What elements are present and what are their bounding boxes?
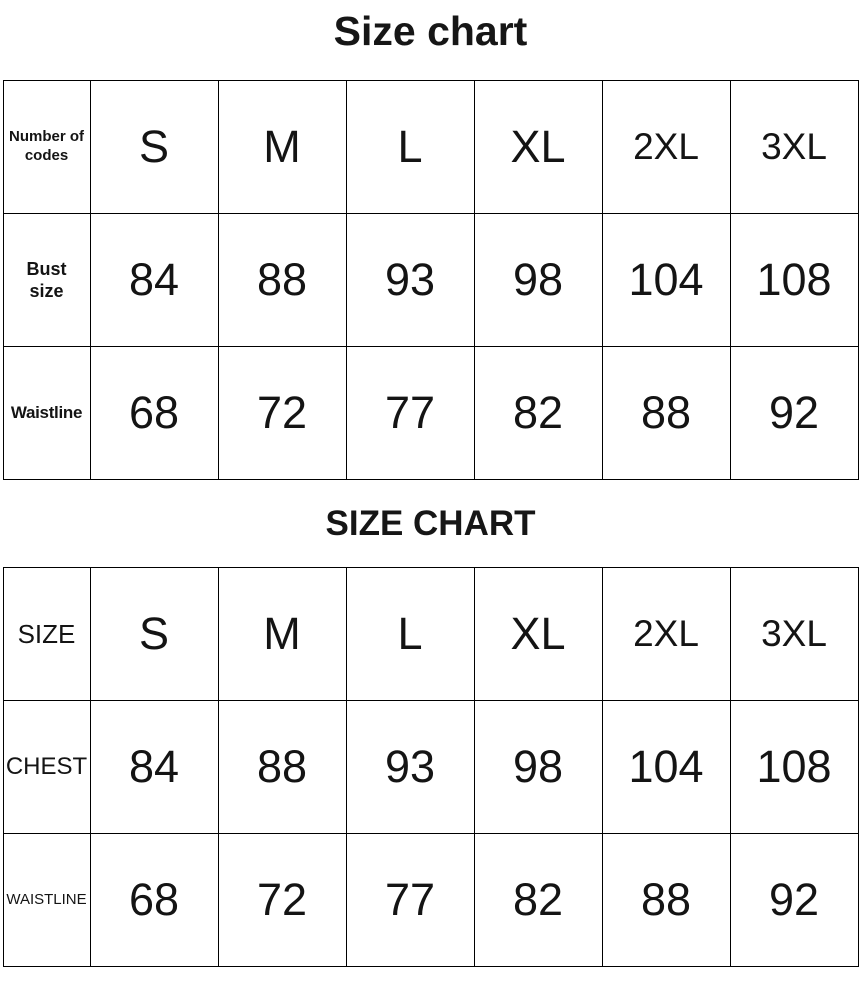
value-cell: 72 [217,346,347,480]
size-header-cell: 3XL [729,80,859,214]
value-cell: 93 [345,213,475,347]
table-row-sizes: SIZE S M L XL 2XL 3XL [2,567,859,701]
size-chart-table-2: SIZE S M L XL 2XL 3XL CHEST 84 88 93 98 … [2,567,859,967]
size-header-cell: 3XL [729,567,859,701]
value-cell: 92 [729,346,859,480]
value-cell: 88 [217,700,347,834]
row-label-cell: SIZE [2,567,91,701]
row-label-cell: Number of codes [2,80,91,214]
value-cell: 82 [473,833,603,967]
table-row-waistline: WAISTLINE 68 72 77 82 88 92 [2,833,859,967]
value-cell: 88 [601,346,731,480]
page-title-size-chart-2: SIZE CHART [325,504,536,543]
value-cell: 84 [89,700,219,834]
value-cell: 88 [601,833,731,967]
size-header-cell: XL [473,567,603,701]
size-chart-table-1: Number of codes S M L XL 2XL 3XL Bust si… [2,80,859,480]
size-header-cell: L [345,80,475,214]
size-header-cell: 2XL [601,80,731,214]
size-header-cell: S [89,80,219,214]
table-row-chest: CHEST 84 88 93 98 104 108 [2,700,859,834]
value-cell: 77 [345,833,475,967]
row-label-cell: WAISTLINE [2,833,91,967]
row-label-cell: CHEST [2,700,91,834]
value-cell: 92 [729,833,859,967]
value-cell: 104 [601,700,731,834]
value-cell: 84 [89,213,219,347]
table-row-sizes: Number of codes S M L XL 2XL 3XL [2,80,859,214]
value-cell: 68 [89,833,219,967]
value-cell: 108 [729,700,859,834]
table-row-waistline: Waistline 68 72 77 82 88 92 [2,346,859,480]
value-cell: 98 [473,700,603,834]
page-title-size-chart-1: Size chart [333,8,528,54]
table-row-bust: Bust size 84 88 93 98 104 108 [2,213,859,347]
value-cell: 88 [217,213,347,347]
size-header-cell: 2XL [601,567,731,701]
size-header-cell: XL [473,80,603,214]
size-header-cell: S [89,567,219,701]
row-label-cell: Waistline [2,346,91,480]
row-label-cell: Bust size [2,213,91,347]
value-cell: 68 [89,346,219,480]
size-header-cell: L [345,567,475,701]
size-header-cell: M [217,567,347,701]
value-cell: 93 [345,700,475,834]
value-cell: 104 [601,213,731,347]
value-cell: 98 [473,213,603,347]
size-header-cell: M [217,80,347,214]
value-cell: 108 [729,213,859,347]
value-cell: 82 [473,346,603,480]
value-cell: 72 [217,833,347,967]
value-cell: 77 [345,346,475,480]
